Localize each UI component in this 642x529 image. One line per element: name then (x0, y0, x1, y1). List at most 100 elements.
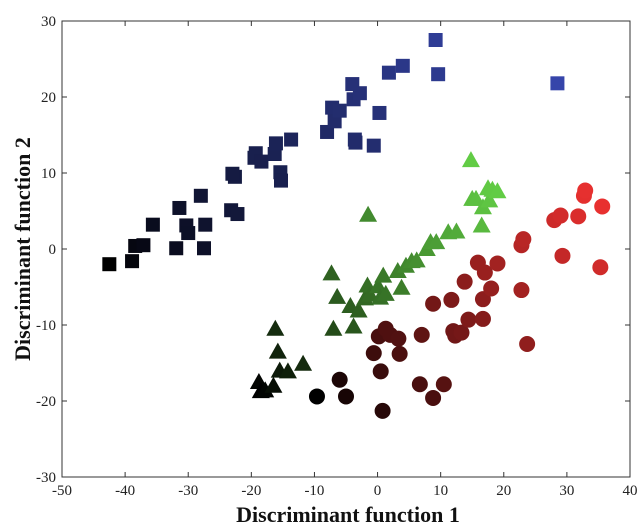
triangle-point (369, 277, 388, 294)
circle-point (519, 336, 536, 352)
triangle-point (324, 319, 343, 336)
square-point (181, 226, 196, 241)
triangle-point (359, 205, 378, 222)
square-point (431, 67, 446, 82)
square-point (198, 217, 213, 232)
circle-point (592, 259, 609, 276)
circle-point (413, 326, 430, 343)
circle-point (365, 345, 382, 362)
triangle-point (349, 301, 368, 318)
square-point (172, 200, 187, 215)
circle-point (425, 295, 442, 312)
square-point (230, 207, 245, 222)
y-tick-label: 0 (49, 242, 57, 258)
circle-point (460, 311, 477, 328)
square-point (366, 138, 381, 153)
square-point (320, 124, 335, 139)
triangle-point (322, 264, 341, 281)
triangle-point (294, 354, 313, 371)
square-point (395, 58, 410, 73)
y-tick-label: -20 (36, 394, 56, 410)
circle-point (489, 255, 506, 272)
circle-point (443, 291, 460, 308)
x-tick-label: 30 (559, 483, 574, 499)
circle-point (391, 345, 408, 362)
x-axis-title: Discriminant function 1 (236, 502, 460, 527)
square-point (348, 135, 363, 150)
square-point (327, 114, 342, 129)
x-tick-label: -40 (115, 483, 135, 499)
circle-point (411, 376, 428, 393)
square-point (169, 241, 184, 256)
triangle-point (264, 376, 283, 393)
triangle-point (407, 251, 426, 268)
triangle-point (388, 262, 407, 279)
y-axis-ticks: -30 -20 -10 0 10 20 30 (36, 14, 630, 486)
square-point (273, 173, 288, 188)
circle-point (390, 330, 407, 347)
x-tick-label: -50 (52, 483, 72, 499)
square-point (102, 257, 117, 272)
circle-point (476, 264, 493, 281)
square-point (267, 147, 282, 161)
y-tick-label: 10 (41, 166, 56, 182)
y-tick-label: -30 (36, 470, 56, 486)
triangle-point (268, 342, 287, 359)
circle-point (435, 376, 452, 393)
x-tick-label: -30 (178, 483, 198, 499)
triangle-point (392, 278, 411, 295)
circle-point (483, 280, 500, 297)
triangle-point (467, 189, 486, 206)
triangle-point (488, 182, 507, 199)
circle-point (425, 389, 442, 406)
square-point (193, 188, 208, 203)
triangle-point (376, 284, 395, 301)
x-tick-label: 0 (374, 483, 382, 499)
circle-point (515, 231, 532, 248)
circle-point (372, 363, 389, 380)
triangle-point (266, 319, 285, 336)
circle-point (456, 273, 473, 290)
square-point (197, 241, 211, 256)
square-point (381, 65, 396, 80)
data-points (102, 33, 611, 419)
x-tick-label: 10 (433, 483, 448, 499)
circle-point (338, 388, 354, 405)
circle-point (552, 207, 569, 224)
triangle-point (344, 317, 363, 334)
triangle-point (472, 216, 491, 233)
square-point (136, 238, 151, 253)
square-point (428, 33, 443, 47)
square-point (225, 166, 240, 181)
triangle-point (360, 285, 379, 302)
y-tick-label: 30 (41, 14, 56, 30)
circle-point (374, 402, 391, 419)
square-point (372, 105, 387, 120)
square-point (284, 132, 299, 147)
square-point (125, 254, 140, 269)
x-axis-ticks: -50 -40 -30 -20 -10 0 10 20 30 40 (52, 21, 638, 499)
y-axis-title: Discriminant function 2 (10, 137, 35, 361)
triangle-point (427, 233, 446, 250)
triangle-point (480, 191, 499, 208)
triangle-point (328, 287, 347, 304)
circle-point (594, 198, 611, 215)
y-tick-label: -10 (36, 318, 56, 334)
square-point (268, 136, 283, 151)
triangle-point (374, 266, 393, 283)
circle-point (570, 208, 587, 225)
triangle-point (256, 381, 275, 398)
y-tick-label: 20 (41, 90, 56, 106)
triangle-point (461, 151, 480, 168)
square-point (332, 103, 347, 118)
circle-point (308, 388, 325, 405)
x-tick-label: 20 (496, 483, 511, 499)
circle-point (577, 182, 594, 199)
square-point (145, 217, 160, 232)
square-point (550, 76, 565, 91)
circle-point (453, 324, 470, 341)
square-point (345, 77, 360, 92)
circle-point (331, 371, 348, 388)
circle-point (554, 247, 571, 264)
